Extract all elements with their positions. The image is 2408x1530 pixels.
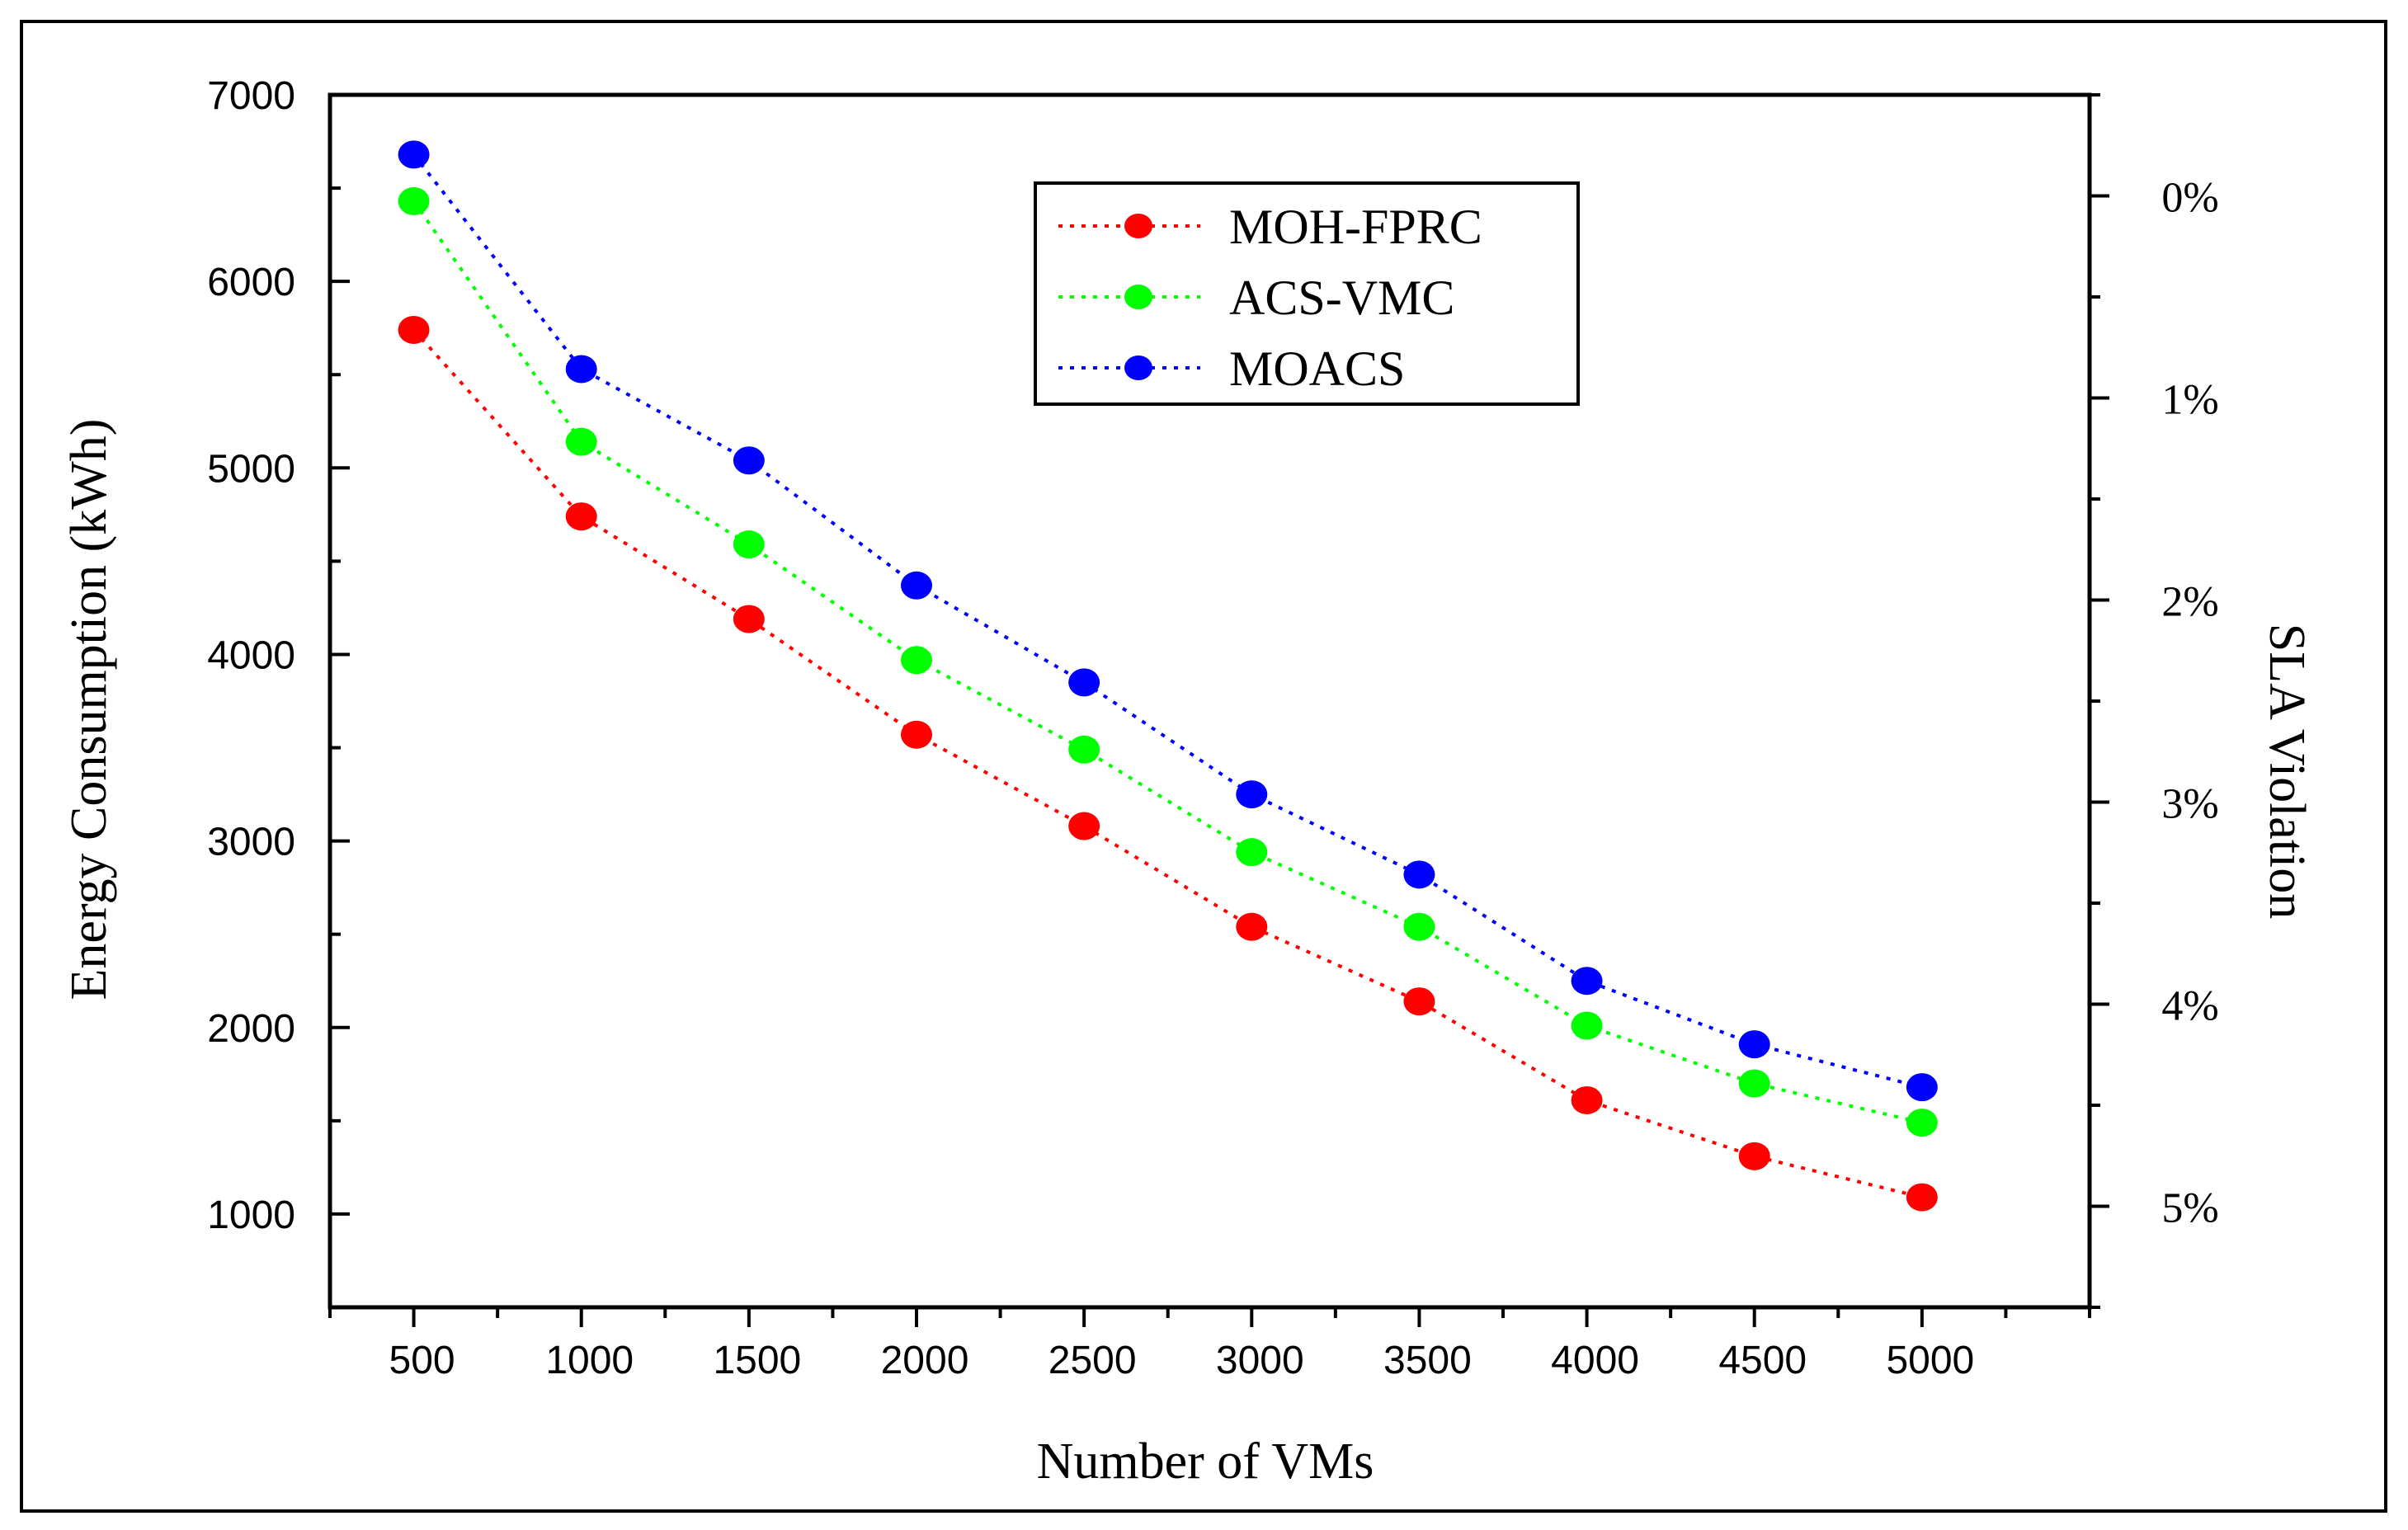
data-point — [398, 315, 430, 344]
data-point — [1236, 780, 1268, 809]
legend-label: ACS-VMC — [1229, 271, 1454, 325]
y-axis-title: Energy Consumption (kWh) — [61, 419, 117, 1000]
x-axis-title: Number of VMs — [1037, 1433, 1374, 1490]
y-axis-ticks: 1000 2000 3000 4000 5000 6000 7000 — [207, 74, 350, 1309]
data-point — [1403, 860, 1435, 889]
y-tick-label: 2000 — [207, 1007, 295, 1051]
legend: MOH-FPRC ACS-VMC MOACS — [1034, 181, 1580, 406]
legend-label: MOH-FPRC — [1229, 200, 1482, 254]
data-point — [1571, 1011, 1603, 1040]
data-point — [901, 720, 932, 749]
data-point — [565, 427, 597, 456]
data-point — [398, 140, 430, 169]
data-point — [733, 446, 765, 475]
data-point — [901, 571, 932, 600]
data-point — [901, 646, 932, 675]
data-point — [1906, 1109, 1938, 1137]
y-tick-label: 4000 — [207, 633, 295, 677]
y2-tick-label: 2% — [2161, 579, 2218, 626]
y2-axis-ticks: 0% 1% 2% 3% 4% 5% — [2090, 93, 2219, 1309]
x-tick-label: 4000 — [1551, 1339, 1639, 1382]
data-point — [733, 605, 765, 633]
y2-tick-label: 5% — [2161, 1185, 2218, 1232]
legend-marker — [1124, 214, 1152, 238]
x-tick-label: 500 — [389, 1339, 455, 1382]
data-point — [1068, 735, 1100, 764]
x-tick-label: 3000 — [1216, 1339, 1304, 1382]
series-layer — [398, 140, 1938, 1212]
x-tick-label: 5000 — [1886, 1339, 1974, 1382]
data-point — [1068, 812, 1100, 840]
y2-tick-label: 0% — [2161, 175, 2218, 222]
legend-marker — [1124, 285, 1152, 309]
series-line — [412, 328, 1923, 1199]
data-point — [733, 530, 765, 559]
x-tick-label: 1000 — [545, 1339, 634, 1382]
data-point — [398, 186, 430, 215]
data-point — [1068, 668, 1100, 697]
y2-tick-label: 1% — [2161, 377, 2218, 424]
data-point — [1906, 1073, 1938, 1102]
y2-tick-label: 3% — [2161, 781, 2218, 828]
x-tick-label: 3500 — [1383, 1339, 1472, 1382]
data-point — [565, 355, 597, 384]
y2-axis-title: SLA Violation — [2259, 624, 2315, 920]
data-point — [1571, 1085, 1603, 1114]
data-point — [1236, 912, 1268, 941]
legend-marker — [1124, 355, 1152, 380]
y2-tick-label: 4% — [2161, 983, 2218, 1030]
data-point — [1738, 1069, 1770, 1098]
data-point — [1403, 912, 1435, 941]
x-tick-label: 2000 — [881, 1339, 969, 1382]
y-tick-label: 6000 — [207, 261, 295, 304]
data-point — [1906, 1183, 1938, 1212]
data-point — [1738, 1030, 1770, 1059]
data-point — [1571, 967, 1603, 996]
y-tick-label: 3000 — [207, 821, 295, 864]
data-point — [565, 502, 597, 531]
y-tick-label: 5000 — [207, 447, 295, 491]
data-point — [1236, 838, 1268, 867]
legend-label: MOACS — [1229, 341, 1405, 396]
legend-items: MOH-FPRC ACS-VMC MOACS — [1058, 200, 1482, 396]
x-tick-label: 2500 — [1048, 1339, 1137, 1382]
x-axis-ticks: 500 1000 1500 2000 2500 3000 3500 4000 4500 5000 — [328, 1307, 2091, 1382]
y-tick-label: 1000 — [207, 1193, 295, 1237]
y-tick-label: 7000 — [207, 74, 295, 118]
outer-frame — [20, 20, 2387, 1513]
data-point — [1403, 987, 1435, 1016]
data-point — [1738, 1142, 1770, 1170]
x-tick-label: 4500 — [1718, 1339, 1807, 1382]
x-tick-label: 1500 — [713, 1339, 801, 1382]
